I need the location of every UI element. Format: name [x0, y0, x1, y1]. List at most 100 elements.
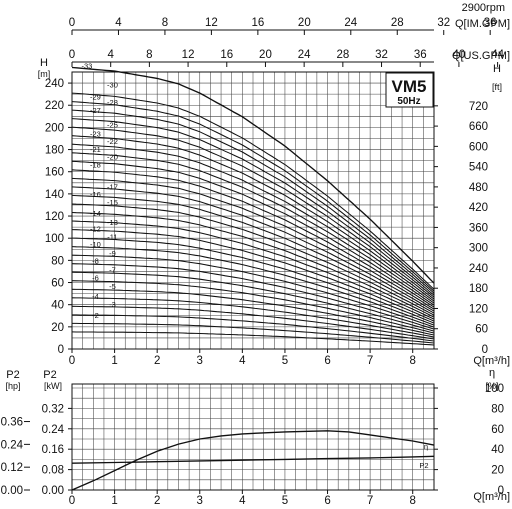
head-x-tick-label: 2 [154, 355, 160, 367]
head-x-tick-label: 8 [410, 355, 416, 367]
stage-curve [71, 92, 435, 290]
head-ft-tick-label: 300 [469, 243, 488, 255]
head-y-tick-label: 160 [45, 167, 64, 179]
stage-label: -5 [109, 282, 116, 291]
hp-axis-title: P2 [6, 369, 19, 381]
im-gpm-tick-label: 12 [205, 17, 218, 29]
stage-curve [72, 314, 435, 342]
head-x-tick-label: 5 [282, 355, 288, 367]
us-gpm-tick-label: 0 [69, 49, 75, 61]
head-ft-tick-label: 60 [475, 324, 488, 336]
stage-label: -21 [90, 145, 101, 154]
stage-curve [71, 109, 435, 294]
head-left-axis-unit: [m] [38, 69, 51, 79]
stage-curve [71, 126, 435, 298]
stage-curve [71, 152, 435, 304]
us-gpm-tick-label: 8 [146, 49, 152, 61]
head-ft-tick-label: 480 [469, 182, 488, 194]
im-gpm-tick-label: 24 [344, 17, 357, 29]
stage-label: -9 [109, 249, 116, 258]
kw-tick-label: 0.32 [42, 403, 64, 415]
im-gpm-tick-label: 0 [69, 17, 75, 29]
eta-tick-label: 20 [491, 465, 504, 477]
head-plot-frame [71, 71, 435, 350]
stage-curve [71, 288, 435, 336]
us-gpm-tick-label: 12 [182, 49, 195, 61]
head-y-tick-label: 100 [45, 233, 64, 245]
stage-label: -4 [92, 292, 99, 301]
eta-axis-unit: [%] [485, 381, 498, 391]
us-gpm-tick-label: 40 [453, 49, 466, 61]
hp-tick-label: 0.12 [1, 462, 23, 474]
stage-label: -28 [107, 98, 118, 107]
stage-curve [71, 297, 435, 338]
stage-curve [71, 177, 435, 310]
stage-label: -29 [90, 93, 101, 102]
head-ft-tick-label: 180 [469, 283, 488, 295]
power-chart: 0.000.080.160.240.32P2[kW]0.000.120.240.… [1, 367, 510, 507]
kw-tick-label: 0.16 [42, 444, 64, 456]
eta-tick-label: 60 [491, 424, 504, 436]
im-gpm-tick-label: 28 [391, 17, 404, 29]
im-gpm-tick-label: 20 [298, 17, 311, 29]
head-y-tick-label: 240 [45, 78, 64, 90]
power-x-axis-label: Q[m³/h] [473, 491, 510, 503]
stage-label: -17 [107, 182, 118, 191]
head-x-tick-label: 6 [324, 355, 330, 367]
stage-label: -30 [107, 81, 118, 90]
power-x-tick-label: 4 [239, 495, 246, 507]
head-left-axis-title: H [40, 57, 48, 69]
hp-axis-unit: [hp] [5, 381, 20, 391]
power-x-tick-label: 2 [154, 495, 160, 507]
kw-axis-unit: [kW] [44, 381, 62, 391]
kw-tick-label: 0.08 [42, 465, 64, 477]
head-y-tick-label: 60 [51, 278, 64, 290]
stage-curve [71, 305, 435, 340]
us-gpm-tick-label: 36 [414, 49, 427, 61]
head-x-axis-label: Q[m³/h] [473, 355, 510, 367]
head-chart: 020406080100120140160180200220240H[m]060… [38, 57, 510, 367]
us-gpm-tick-label: 16 [220, 49, 233, 61]
power-x-tick-label: 3 [197, 495, 203, 507]
eta-tick-label: 0 [498, 485, 504, 497]
head-y-tick-label: 120 [45, 211, 64, 223]
stage-label: -15 [107, 198, 118, 207]
head-ft-tick-label: 120 [469, 303, 488, 315]
stage-curve [71, 211, 435, 318]
title-box [385, 72, 434, 108]
head-right-axis-title: H [493, 63, 501, 75]
stage-label: -10 [90, 240, 101, 249]
eta-curve [71, 430, 435, 491]
stage-label: -11 [107, 232, 117, 241]
chart-title: VM5 [392, 77, 427, 96]
head-y-tick-label: 80 [51, 255, 64, 267]
speed-label: 2900rpm [462, 2, 505, 14]
im-gpm-tick-label: 16 [251, 17, 264, 29]
power-x-tick-label: 0 [69, 495, 75, 507]
stage-label: -20 [107, 153, 118, 162]
im-gpm-tick-label: 4 [115, 17, 122, 29]
head-y-tick-label: 140 [45, 189, 64, 201]
hp-tick-label: 0.24 [1, 439, 24, 451]
stage-label: -33 [81, 62, 92, 71]
hp-tick-label: 0.36 [1, 417, 23, 429]
stage-curve [71, 263, 435, 330]
head-y-tick-label: 40 [51, 300, 64, 312]
stage-curve [71, 229, 435, 322]
eta-axis-title: η [489, 367, 495, 379]
head-x-tick-label: 3 [197, 355, 203, 367]
im-gpm-tick-label: 36 [484, 17, 497, 29]
us-gpm-tick-label: 4 [107, 49, 114, 61]
head-ft-tick-label: 660 [469, 121, 488, 133]
stage-curve [71, 66, 435, 284]
head-y-tick-label: 220 [45, 100, 64, 112]
eta-tick-label: 80 [491, 403, 504, 415]
head-ft-tick-label: 240 [469, 263, 488, 275]
head-x-tick-label: 7 [367, 355, 373, 367]
hp-tick-label: 0.00 [1, 485, 23, 497]
stage-curve [71, 203, 435, 316]
head-ft-tick-label: 540 [469, 162, 488, 174]
head-ft-tick-label: 0 [482, 344, 488, 356]
us-gpm-tick-label: 32 [375, 49, 388, 61]
